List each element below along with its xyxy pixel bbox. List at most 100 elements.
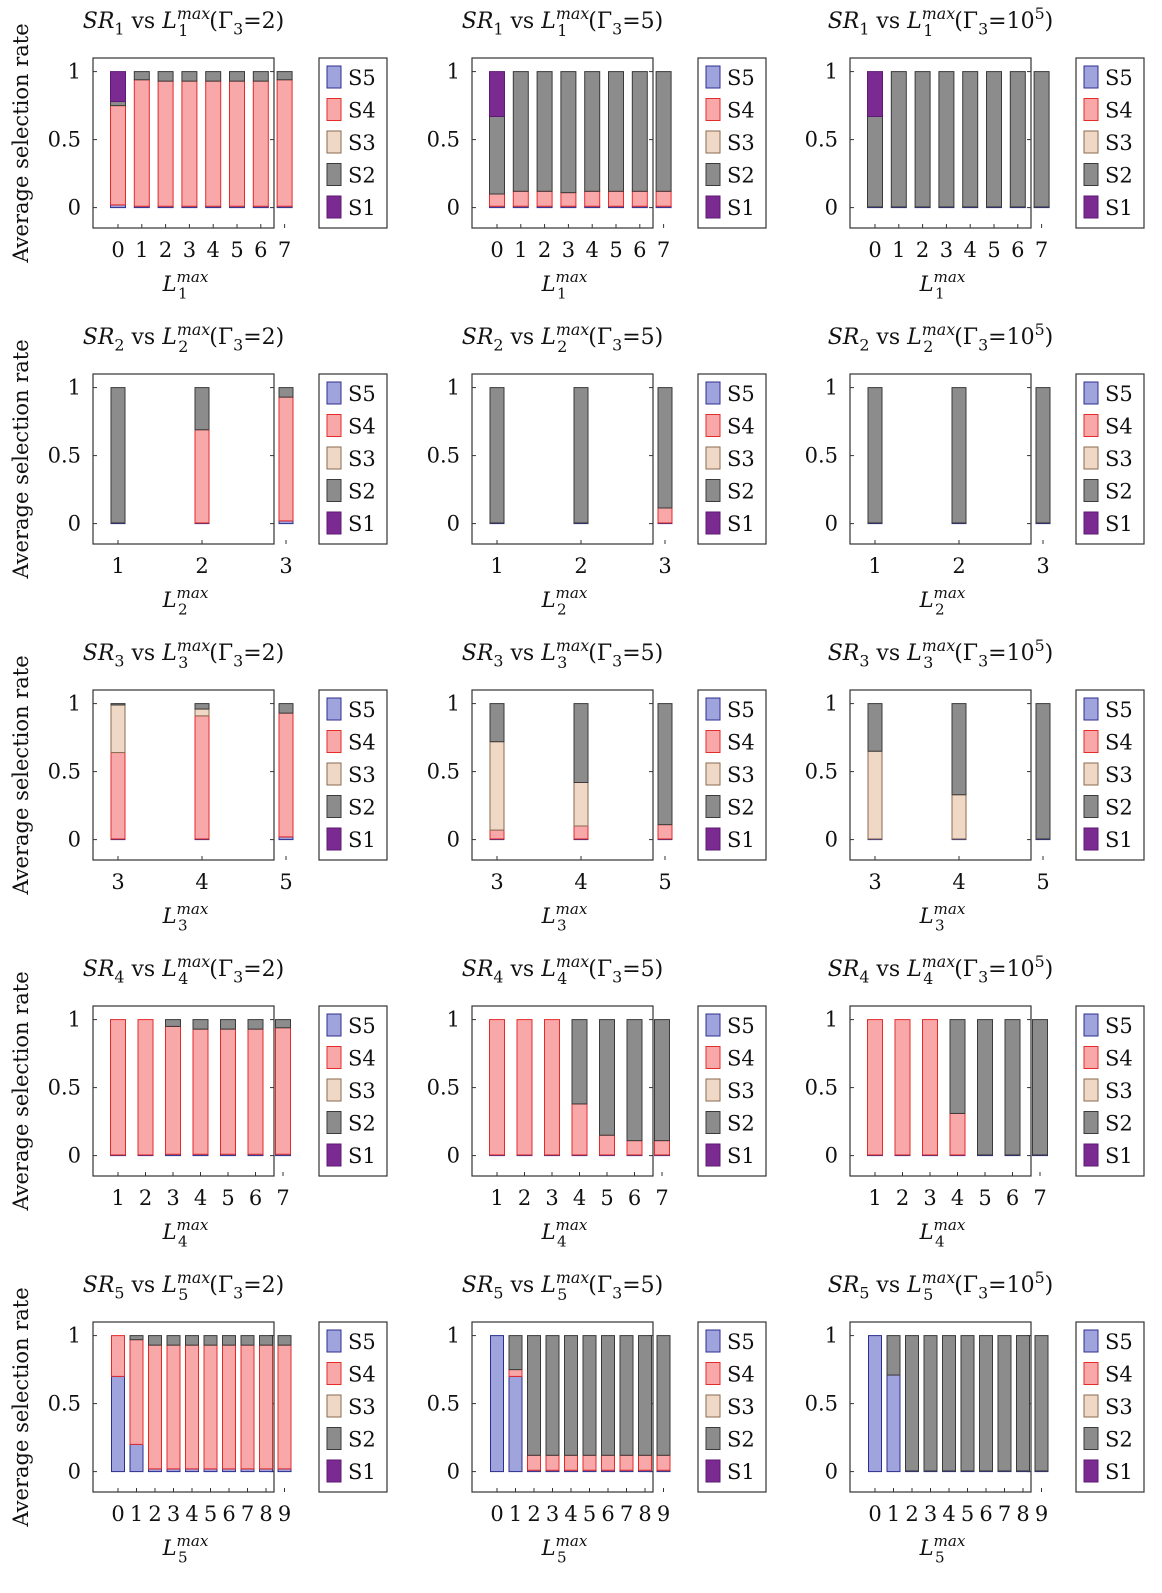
x-tick-label: 5 bbox=[204, 1502, 217, 1526]
y-tick-label: 0.5 bbox=[805, 444, 838, 468]
x-axis-label: Lmax 5 bbox=[919, 1532, 966, 1566]
legend-swatch bbox=[705, 1459, 721, 1483]
bar-segment-s4 bbox=[601, 1454, 615, 1471]
y-tick-label: 1 bbox=[68, 60, 81, 84]
x-axis-label: Lmax 5 bbox=[541, 1532, 588, 1566]
legend-label: S3 bbox=[727, 1079, 755, 1103]
bar-segment-s2 bbox=[923, 1335, 938, 1472]
bar-segment-s2 bbox=[890, 71, 907, 208]
y-tick-label: 1 bbox=[825, 1324, 838, 1348]
y-tick-label: 0.5 bbox=[805, 128, 838, 152]
bar-segment-s5 bbox=[886, 1374, 901, 1473]
x-tick-label: 4 bbox=[194, 1186, 207, 1210]
legend-label: S1 bbox=[727, 828, 755, 852]
x-axis-label: Lmax 5 bbox=[162, 1532, 209, 1566]
bar-segment-s2 bbox=[1004, 1019, 1021, 1156]
bar-segment-s5 bbox=[508, 1375, 523, 1473]
bar-segment-s5 bbox=[868, 1335, 882, 1473]
bar-segment-s4 bbox=[129, 1339, 144, 1445]
x-tick-label: 1 bbox=[490, 1186, 503, 1210]
x-tick-label: 1 bbox=[868, 1186, 881, 1210]
bar-segment-s4 bbox=[240, 1344, 255, 1470]
bar-segment-s2 bbox=[1016, 1335, 1030, 1472]
x-axis-label: Lmax 2 bbox=[919, 584, 966, 618]
legend-swatch bbox=[326, 762, 342, 786]
legend-swatch bbox=[326, 795, 342, 818]
chart-panel: SR3 vs Lmax 3 (Γ3=5) 0 0.5 1 3 4 5 Lmax 3 S5 S4 S3 S2 S… bbox=[427, 636, 767, 935]
x-tick-label: 4 bbox=[951, 1186, 964, 1210]
legend-label: S3 bbox=[1105, 447, 1133, 471]
legend-label: S3 bbox=[1105, 131, 1133, 155]
x-tick-label: 5 bbox=[1036, 870, 1049, 894]
legend-swatch bbox=[1083, 479, 1099, 502]
x-tick-label: 0 bbox=[111, 1502, 124, 1526]
legend-swatch bbox=[326, 130, 342, 154]
y-tick-label: 0 bbox=[825, 1460, 838, 1484]
legend-label: S2 bbox=[1105, 480, 1133, 504]
bar-segment-s4 bbox=[166, 1344, 181, 1470]
legend-swatch bbox=[326, 479, 342, 502]
chart-title: SR5 vs Lmax 5 (Γ3=105) bbox=[828, 1268, 1054, 1304]
bar-segment-s4 bbox=[657, 824, 673, 840]
y-tick-label: 1 bbox=[825, 60, 838, 84]
legend-swatch bbox=[705, 827, 721, 851]
bar-segment-s2 bbox=[599, 1019, 615, 1136]
x-tick-label: 6 bbox=[222, 1502, 235, 1526]
x-tick-label: 4 bbox=[207, 238, 220, 262]
y-tick-label: 1 bbox=[447, 1324, 460, 1348]
x-tick-label: 7 bbox=[655, 1186, 668, 1210]
legend-label: S4 bbox=[1105, 731, 1133, 755]
bar-segment-s2 bbox=[203, 1335, 218, 1346]
chart-panel: SR3 vs Lmax 3 (Γ3=2) 0 0.5 1 Average selection… bbox=[9, 636, 388, 935]
legend-label: S1 bbox=[1105, 828, 1133, 852]
x-tick-label: 3 bbox=[183, 238, 196, 262]
legend-label: S2 bbox=[1105, 1112, 1133, 1136]
y-tick-label: 0 bbox=[68, 1144, 81, 1168]
y-tick-label: 0.5 bbox=[48, 1392, 81, 1416]
x-tick-label: 0 bbox=[868, 238, 881, 262]
legend-swatch bbox=[705, 195, 721, 219]
legend-label: S3 bbox=[1105, 763, 1133, 787]
x-axis-label: Lmax 2 bbox=[162, 584, 209, 618]
x-tick-label: 4 bbox=[195, 870, 208, 894]
bar-segment-s2 bbox=[489, 703, 505, 743]
legend-label: S4 bbox=[727, 1047, 755, 1071]
legend-swatch bbox=[326, 730, 342, 753]
legend-swatch bbox=[705, 762, 721, 786]
legend-label: S3 bbox=[727, 447, 755, 471]
legend-swatch bbox=[705, 1394, 721, 1418]
bar-segment-s3 bbox=[573, 781, 589, 827]
y-tick-label: 1 bbox=[447, 60, 460, 84]
bar-segment-s2 bbox=[867, 387, 883, 524]
bar-segment-s2 bbox=[951, 387, 967, 524]
x-tick-label: 5 bbox=[221, 1186, 234, 1210]
x-tick-label: 1 bbox=[111, 554, 124, 578]
bar-segment-s2 bbox=[584, 71, 601, 192]
x-tick-label: 6 bbox=[628, 1186, 641, 1210]
x-tick-label: 5 bbox=[230, 238, 243, 262]
bar-segment-s4 bbox=[867, 1019, 883, 1156]
chart-panel: SR4 vs Lmax 4 (Γ3=2) 0 0.5 1 Average selection… bbox=[9, 952, 388, 1251]
legend-swatch bbox=[1083, 1427, 1099, 1450]
y-tick-label: 0.5 bbox=[427, 1392, 460, 1416]
y-tick-label: 1 bbox=[825, 1008, 838, 1032]
x-tick-label: 9 bbox=[1035, 1502, 1048, 1526]
bar-segment-s4 bbox=[584, 190, 601, 207]
y-tick-label: 0.5 bbox=[427, 1076, 460, 1100]
x-tick-label: 0 bbox=[111, 238, 124, 262]
x-tick-label: 3 bbox=[166, 1186, 179, 1210]
legend-label: S1 bbox=[727, 1460, 755, 1484]
legend-swatch bbox=[705, 697, 721, 721]
bar-segment-s4 bbox=[203, 1344, 218, 1470]
bar-segment-s2 bbox=[977, 1019, 993, 1156]
legend-label: S5 bbox=[1105, 382, 1133, 406]
x-axis-label: Lmax 3 bbox=[919, 900, 966, 934]
legend-swatch bbox=[705, 130, 721, 154]
bar-segment-s2 bbox=[489, 115, 505, 195]
legend-label: S1 bbox=[348, 1460, 376, 1484]
legend-swatch bbox=[1083, 1111, 1099, 1134]
legend-label: S2 bbox=[1105, 164, 1133, 188]
chart-title: SR3 vs Lmax 3 (Γ3=105) bbox=[828, 636, 1054, 672]
legend-label: S1 bbox=[727, 512, 755, 536]
